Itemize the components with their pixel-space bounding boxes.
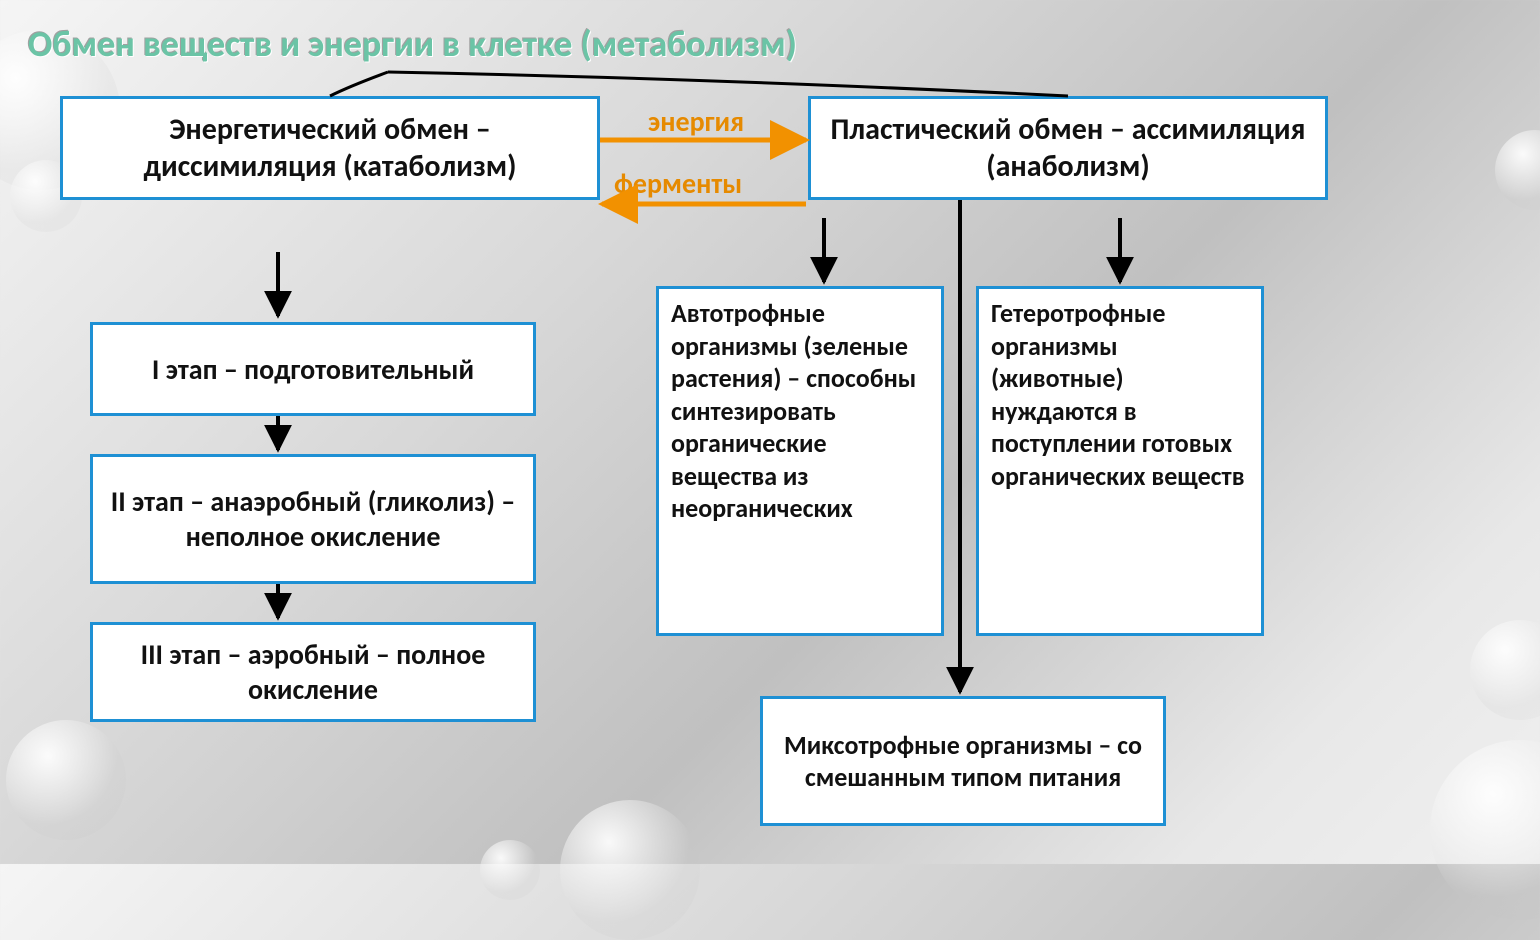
bubble [1430,740,1540,920]
bubble [1470,620,1540,720]
title-fork [330,72,388,96]
label-enzymes: ферменты [614,166,742,201]
box-mixotroph-text: Миксотрофные организмы – со смешанным ти… [775,729,1151,794]
box-anabolism: Пластический обмен – ассимиляция (анабол… [808,96,1328,200]
box-stage3-text: III этап – аэробный – полное окисление [105,637,521,707]
box-stage2-text: II этап – анаэробный (гликолиз) – неполн… [105,484,521,554]
box-heterotroph: Гетеротрофные организмы (животные) нужда… [976,286,1264,636]
box-heterotroph-text: Гетеротрофные организмы (животные) нужда… [991,297,1249,492]
bubble [560,800,700,940]
box-anabolism-text: Пластический обмен – ассимиляция (анабол… [823,111,1313,186]
bubble [480,840,540,900]
box-catabolism-text: Энергетический обмен – диссимиляция (кат… [75,111,585,186]
label-energy: энергия [648,104,744,139]
box-catabolism: Энергетический обмен – диссимиляция (кат… [60,96,600,200]
box-stage3: III этап – аэробный – полное окисление [90,622,536,722]
page-title: Обмен веществ и энергии в клетке (метабо… [28,22,797,66]
box-stage2: II этап – анаэробный (гликолиз) – неполн… [90,454,536,584]
title-fork [388,72,1068,96]
bubble [1495,130,1540,210]
bubble [6,720,126,840]
box-stage1-text: I этап – подготовительный [152,352,474,387]
box-autotroph: Автотрофные организмы (зеленые растения)… [656,286,944,636]
box-stage1: I этап – подготовительный [90,322,536,416]
box-autotroph-text: Автотрофные организмы (зеленые растения)… [671,297,929,525]
box-mixotroph: Миксотрофные организмы – со смешанным ти… [760,696,1166,826]
